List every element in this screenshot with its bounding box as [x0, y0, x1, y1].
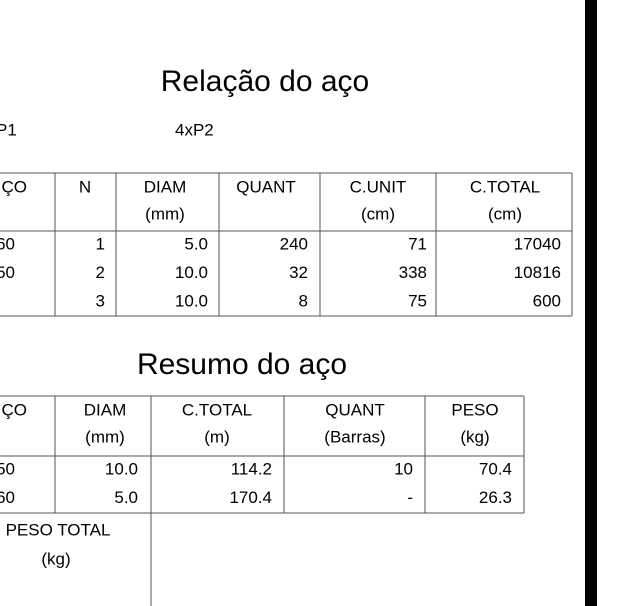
table-cell: 60 [0, 234, 15, 253]
title: Relação do aço [161, 65, 369, 98]
column-header: (kg) [460, 427, 489, 446]
column-header: ÇO [2, 400, 28, 419]
label: P1 [0, 120, 17, 139]
table-cell: 240 [280, 234, 308, 253]
table-cell: 1 [96, 234, 105, 253]
table-cell: 8 [299, 291, 308, 310]
table-cell: 338 [399, 263, 427, 282]
column-header: QUANT [236, 177, 296, 196]
table-cell: 5.0 [184, 234, 208, 253]
table-cell: 32 [289, 263, 308, 282]
table-cell: 10.0 [105, 459, 138, 478]
table-cell: 5.0 [114, 488, 138, 507]
column-header: PESO [451, 400, 498, 419]
table-cell: 17040 [514, 234, 561, 253]
column-header: (m) [204, 427, 229, 446]
table-cell: 50 [0, 263, 15, 282]
column-header: DIAM [84, 400, 127, 419]
table-cell: 2 [96, 263, 105, 282]
table-cell: 75 [408, 291, 427, 310]
total-label: (kg) [41, 549, 70, 568]
total-label: PESO TOTAL [6, 520, 111, 539]
table-cell: 10 [394, 459, 413, 478]
table-cell: 10816 [514, 263, 561, 282]
column-header: (Barras) [324, 427, 385, 446]
column-header: C.UNIT [350, 177, 407, 196]
table-cell: 26.3 [479, 488, 512, 507]
table-cell: 3 [96, 291, 105, 310]
table-cell: 70.4 [479, 459, 512, 478]
table-cell: 50 [0, 459, 15, 478]
table-cell: 10.0 [175, 291, 208, 310]
title: Resumo do aço [137, 348, 347, 381]
column-header: ÇO [2, 177, 28, 196]
column-header: C.TOTAL [182, 400, 252, 419]
table-cell: 170.4 [229, 488, 272, 507]
column-header: N [79, 177, 91, 196]
table-cell: 60 [0, 488, 15, 507]
column-header: (cm) [488, 204, 522, 223]
frame-border [585, 0, 597, 606]
table-cell: - [407, 488, 413, 507]
table-cell: 10.0 [175, 263, 208, 282]
column-header: (mm) [145, 204, 185, 223]
column-header: C.TOTAL [470, 177, 540, 196]
table-cell: 71 [408, 234, 427, 253]
column-header: (cm) [361, 204, 395, 223]
column-header: DIAM [144, 177, 187, 196]
table-cell: 600 [533, 291, 561, 310]
table-cell: 114.2 [231, 459, 272, 478]
label: 4xP2 [175, 120, 214, 139]
column-header: QUANT [325, 400, 385, 419]
column-header: (mm) [85, 427, 125, 446]
